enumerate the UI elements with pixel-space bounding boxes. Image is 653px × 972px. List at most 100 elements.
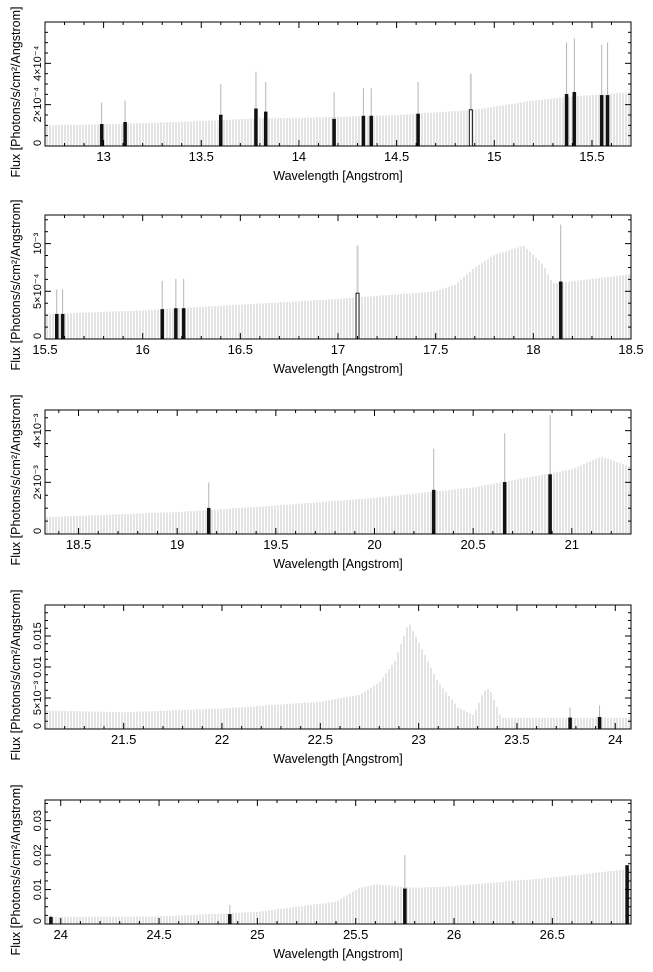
y-tick-label: 0 — [32, 333, 44, 339]
y-tick-label: 5×10⁻⁴ — [32, 273, 44, 309]
y-tick-label: 0.01 — [32, 656, 44, 677]
x-tick-label: 19 — [170, 537, 184, 552]
y-tick-label: 0.015 — [32, 622, 44, 650]
emission-line-bar — [568, 717, 572, 730]
x-tick-label: 16.5 — [228, 342, 253, 357]
emission-line-bar — [123, 121, 127, 147]
x-tick-label: 20 — [367, 537, 381, 552]
emission-line-bar — [564, 94, 569, 147]
emission-line-bar — [599, 95, 604, 147]
y-tick-label: 0 — [32, 723, 44, 729]
emission-line-bar — [99, 124, 104, 147]
continuum-bins — [46, 624, 630, 729]
x-tick-label: 24.5 — [146, 927, 171, 942]
x-axis-title: Wavelength [Angstrom] — [273, 169, 402, 183]
spectrum-panel-5: 24 24.5 25 25.5 26 26.5 0 0.01 0.02 0.03 Wavelengt… — [9, 785, 632, 961]
x-tick-label: 26.5 — [540, 927, 565, 942]
emission-line-bar — [502, 482, 507, 535]
x-tick-label: 16 — [135, 342, 149, 357]
y-tick-label: 0 — [32, 918, 44, 924]
emission-line-bar — [605, 95, 610, 147]
y-axis-title: Flux [Photons/s/cm²/Angstrom] — [9, 785, 23, 956]
x-tick-label: 22.5 — [308, 732, 333, 747]
emission-line-bar — [572, 92, 577, 147]
x-tick-label: 25.5 — [343, 927, 368, 942]
y-tick-label: 4×10⁻⁴ — [32, 45, 44, 81]
x-tick-label: 23 — [411, 732, 425, 747]
emission-line-bar — [207, 507, 211, 535]
x-tick-label: 26 — [447, 927, 461, 942]
emission-line-bar — [431, 489, 436, 535]
x-tick-label: 15.5 — [32, 342, 57, 357]
emission-line-bar — [263, 111, 268, 147]
y-tick-label: 0.02 — [32, 844, 44, 865]
x-tick-label: 21 — [565, 537, 579, 552]
emission-line-bar — [219, 114, 223, 147]
x-axis-title: Wavelength [Angstrom] — [273, 557, 402, 571]
x-tick-label: 21.5 — [111, 732, 136, 747]
emission-line-bar — [332, 118, 336, 147]
x-tick-label: 15 — [487, 149, 501, 164]
x-tick-label: 17.5 — [423, 342, 448, 357]
x-axis-title: Wavelength [Angstrom] — [273, 947, 402, 961]
x-tick-label: 13 — [96, 149, 110, 164]
y-tick-label: 4×10⁻³ — [32, 413, 44, 448]
x-tick-label: 17 — [331, 342, 345, 357]
continuum-bins — [46, 245, 630, 339]
continuum-bins — [46, 456, 630, 534]
x-tick-label: 25 — [250, 927, 264, 942]
emission-line-bar — [181, 308, 186, 340]
x-tick-label: 18.5 — [66, 537, 91, 552]
y-axis-title: Flux [Photons/s/cm²/Angstrom] — [9, 200, 23, 371]
emission-line-bar — [174, 308, 178, 340]
x-tick-label: 19.5 — [263, 537, 288, 552]
emission-line-bar — [548, 474, 552, 535]
x-tick-label: 24 — [608, 732, 622, 747]
spectrum-panel-3: 18.5 19 19.5 20 20.5 21 0 2×10⁻³ 4×10⁻³ Wavelengt… — [9, 395, 632, 571]
emission-line-bar — [416, 113, 420, 147]
x-tick-label: 18.5 — [618, 342, 643, 357]
emission-line-bar — [60, 313, 65, 340]
y-axis-title: Flux [Photons/s/cm²/Angstrom] — [9, 590, 23, 761]
y-axis-title: Flux [Photons/s/cm²/Angstrom] — [9, 7, 23, 178]
x-axis-title: Wavelength [Angstrom] — [273, 362, 402, 376]
emission-line-bar — [228, 914, 232, 925]
x-tick-label: 18 — [526, 342, 540, 357]
continuum-bins — [46, 92, 630, 146]
y-axis-title: Flux [Photons/s/cm²/Angstrom] — [9, 395, 23, 566]
x-tick-label: 15.5 — [579, 149, 604, 164]
emission-line-bar — [403, 888, 407, 925]
x-tick-label: 20.5 — [460, 537, 485, 552]
y-tick-label: 0.01 — [32, 879, 44, 900]
spectrum-panel-4: 21.5 22 22.5 23 23.5 24 0 5×10⁻³ 0.01 0.015 Wavele… — [9, 590, 632, 766]
emission-line-bar — [597, 716, 602, 730]
emission-line-bar — [54, 313, 59, 340]
plot-frame — [44, 409, 632, 535]
x-tick-label: 24 — [53, 927, 67, 942]
emission-line-bar — [254, 108, 258, 147]
x-tick-label: 22 — [215, 732, 229, 747]
x-axis-title: Wavelength [Angstrom] — [273, 752, 402, 766]
y-tick-label: 0.03 — [32, 810, 44, 831]
spectrum-panel-2: 15.5 16 16.5 17 17.5 18 18.5 0 5×10⁻⁴ 10⁻³ Wavelen… — [9, 200, 644, 376]
y-tick-label: 2×10⁻³ — [32, 465, 44, 500]
x-tick-label: 14.5 — [384, 149, 409, 164]
x-tick-label: 13.5 — [189, 149, 214, 164]
y-tick-label: 0 — [32, 528, 44, 534]
y-tick-label: 5×10⁻³ — [32, 681, 44, 716]
emission-line-bar — [369, 115, 373, 147]
y-tick-label: 2×10⁻⁴ — [32, 87, 44, 123]
emission-line-bar — [49, 916, 53, 925]
emission-line-bar — [361, 115, 366, 147]
emission-line-bar — [160, 309, 164, 340]
x-tick-label: 23.5 — [504, 732, 529, 747]
emission-line-bar — [558, 281, 563, 340]
y-tick-label: 0 — [32, 140, 44, 146]
emission-line-bar — [355, 292, 360, 340]
spectrum-panel-1: 13 13.5 14 14.5 15 15.5 0 2×10⁻⁴ 4×10⁻⁴ Wavelengt… — [9, 7, 632, 183]
x-tick-label: 14 — [292, 149, 306, 164]
continuum-bins — [46, 869, 630, 924]
emission-line-bar — [468, 109, 473, 147]
